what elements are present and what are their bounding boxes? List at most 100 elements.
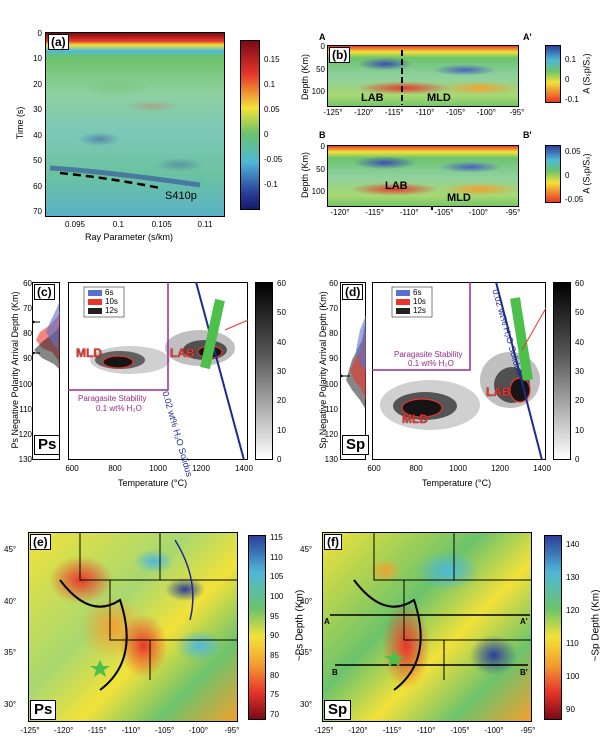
d-cticks-tick: 30	[575, 367, 584, 376]
c-yticks-tick: 60	[23, 279, 32, 288]
b-xticks-tick: -115°	[385, 108, 404, 117]
b2-xticks-tick: -95°	[505, 208, 521, 217]
panel-a-annotation: S410p	[165, 190, 197, 202]
panel-c-tag: (c)	[34, 284, 55, 300]
c-cticks-tick: 40	[277, 337, 286, 347]
panel-d-corner: Sp	[342, 435, 370, 455]
panel-e-map	[28, 532, 238, 722]
f-xticks-tick: -105°	[450, 726, 470, 735]
panel-b-mld: MLD	[427, 92, 451, 104]
panel-a-colorbar	[240, 40, 260, 210]
b-xticks-tick: -110°	[415, 108, 435, 117]
e-xticks-tick: -115°	[88, 726, 107, 735]
panel-f-letter-b-prime: B'	[520, 668, 528, 677]
d-cticks-tick: 60	[575, 279, 584, 288]
b2-cticks-tick: -0.05	[565, 195, 584, 204]
f-yticks-tick: 35°	[300, 648, 313, 658]
panel-a-xlabel: Ray Parameter (s/km)	[85, 232, 174, 242]
f-cticks-tick: 130	[566, 573, 580, 582]
d-cticks-tick: 10	[575, 425, 584, 435]
panel-f-colorbar	[544, 535, 562, 720]
panel-c-hist-shape	[32, 300, 60, 370]
d-xticks-tick: 1200	[491, 464, 509, 473]
a-cticks-tick: -0.05	[264, 155, 283, 164]
panel-d-paragasite: Paragasite Stability	[394, 350, 463, 359]
panel-d-legend-12s: 12s	[413, 306, 426, 315]
panel-b2-left-letter: B	[319, 130, 326, 140]
f-cticks-tick: 110	[566, 639, 579, 648]
d-yticks-tick: 90	[329, 354, 338, 364]
e-yticks-tick: 40°	[4, 596, 17, 606]
c-xticks-tick: 1400	[235, 464, 253, 473]
d-yticks-tick: 130	[324, 455, 338, 464]
panel-d-tag: (d)	[342, 284, 364, 300]
e-xticks-tick: -110°	[121, 726, 141, 735]
panel-e-tag: (e)	[30, 534, 51, 550]
f-yticks-tick: 45°	[300, 545, 313, 554]
c-yticks-tick: 120	[18, 429, 32, 439]
f-cticks-tick: 140	[566, 540, 580, 549]
e-cticks-tick: 70	[270, 710, 279, 719]
e-yticks-tick: 35°	[4, 648, 17, 658]
panel-d: (d) Sp Sp Negative Polarity Arrival Dept…	[300, 270, 600, 505]
e-xticks-tick: -120°	[54, 726, 74, 735]
b2-xticks-tick: -120°	[330, 208, 350, 217]
panel-f: (f) Sp A A' B B' ~Sp Depth (Km) 45° 40° 35…	[300, 520, 600, 754]
e-cticks-tick: 90	[270, 631, 279, 641]
c-cticks-tick: 0	[277, 455, 282, 464]
panel-c-legend-10s: 10s	[105, 297, 118, 306]
c-yticks-tick: 80	[23, 329, 32, 339]
d-yticks-tick: 60	[329, 279, 338, 288]
panel-d-mld: MLD	[402, 412, 428, 426]
panel-c-lab: LAB	[170, 346, 195, 360]
panel-d-colorbar	[553, 282, 571, 460]
c-yticks-tick: 110	[19, 404, 32, 414]
f-cticks-tick: 90	[566, 705, 575, 714]
d-yticks-tick: 70	[329, 304, 338, 314]
b2-xticks-tick: -100°	[468, 208, 488, 217]
c-yticks-tick: 90	[23, 354, 32, 364]
e-cticks-tick: 100	[270, 592, 284, 601]
b2-yticks-tick: 100	[311, 187, 325, 196]
a-yticks-tick: 10	[33, 54, 42, 64]
panel-c-main-shapes	[68, 281, 249, 461]
panel-f-tag: (f)	[324, 534, 342, 550]
panel-d-hist-shape	[340, 315, 366, 410]
panel-f-letter-a-prime: A'	[520, 617, 528, 626]
d-cticks-tick: 50	[575, 308, 584, 318]
panel-b-plot	[327, 45, 519, 107]
e-cticks-tick: 110	[270, 552, 283, 562]
a-xticks-tick: 0.105	[151, 220, 172, 229]
f-cticks-tick: 100	[566, 672, 580, 681]
c-xticks-tick: 600	[65, 464, 79, 473]
panel-b-cbar-label: A (Sₛp/Sₛ)	[581, 53, 592, 94]
d-cticks-tick: 40	[575, 337, 584, 347]
a-cticks-tick: 0	[264, 130, 269, 139]
panel-b-left-letter: A	[319, 32, 326, 42]
a-cticks-tick: -0.1	[264, 180, 278, 189]
f-xticks-tick: -100°	[484, 726, 504, 735]
e-cticks-tick: 75	[270, 690, 279, 700]
c-cticks-tick: 20	[277, 396, 286, 406]
e-yticks-tick: 45°	[4, 545, 17, 554]
d-xticks-tick: 1400	[533, 464, 551, 473]
c-xticks-tick: 1000	[149, 464, 167, 473]
d-xticks-tick: 1000	[449, 464, 467, 473]
b2-xticks-tick: -110°	[399, 208, 419, 217]
panel-a-tag: (a)	[48, 34, 69, 50]
f-yticks-tick: 40°	[300, 596, 313, 606]
panel-d-xlabel: Temperature (°C)	[422, 478, 492, 488]
panel-c-xlabel: Temperature (°C)	[118, 478, 188, 488]
panel-e-corner: Ps	[30, 700, 57, 720]
panel-e-colorbar	[248, 535, 266, 720]
f-xticks-tick: -95°	[520, 726, 536, 735]
panel-a: (a) S410p Time (s) Ray Parameter (s/km) …	[0, 0, 295, 245]
c-cticks-tick: 10	[277, 425, 286, 435]
a-cticks-tick: 0.15	[264, 55, 280, 64]
b2-cticks-tick: 0.05	[565, 147, 581, 156]
b2-yticks-tick: 0	[320, 142, 325, 151]
panel-b2-mld: MLD	[447, 192, 471, 204]
e-cticks-tick: 85	[270, 651, 279, 660]
panel-b2-right-letter: B'	[523, 130, 532, 140]
d-xticks-tick: 600	[367, 464, 381, 473]
